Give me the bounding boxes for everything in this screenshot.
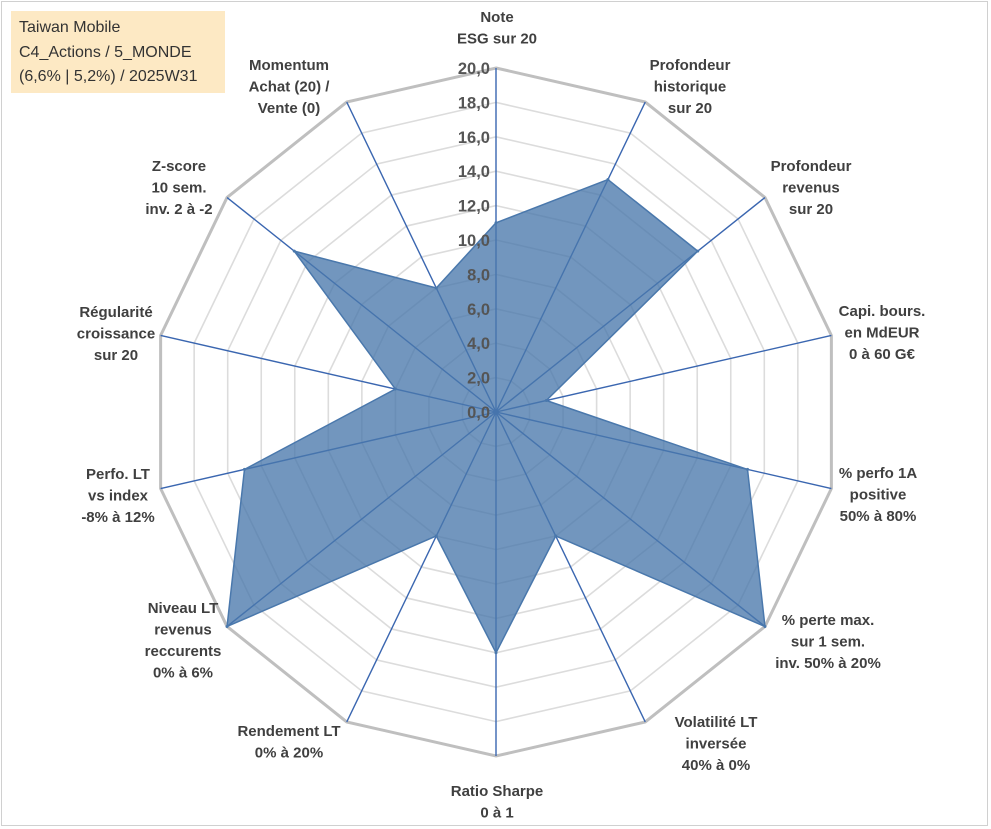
axis-label: Profondeur revenus sur 20 [771,158,852,218]
axis-label-line: sur 20 [789,201,833,218]
axis-label-line: historique [654,79,727,96]
data-point [225,624,229,628]
data-point [494,221,498,225]
axis-label-line: Profondeur [650,57,731,74]
axis-label: Niveau LT revenus reccurents 0% à 6% [145,600,222,682]
axis-label: Momentum Achat (20) / Vente (0) [249,57,331,117]
axis-label-line: Achat (20) / [249,79,331,96]
axis-label-line: sur 20 [668,100,712,117]
axis-label-line: Capi. bours. [839,303,926,320]
data-point [434,534,438,538]
data-point [494,651,498,655]
axis-label-line: 0 à 60 G€ [849,346,916,363]
company-name: Taiwan Mobile [19,19,121,36]
axis-label-line: sur 1 sem. [791,634,865,651]
axis-label-line: 0 à 1 [480,805,513,822]
axis-label: Régularité croissance sur 20 [77,304,155,364]
axis-label-line: positive [850,487,907,504]
axis-label-line: revenus [154,622,212,639]
axis-label-line: Note [480,9,513,26]
tick-label: 16,0 [458,129,490,147]
axis-label-line: % perfo 1A [839,465,918,482]
axis-label: Ratio Sharpe 0 à 1 [451,783,544,822]
data-point [763,624,767,628]
axis-label-line: vs index [88,488,149,505]
axis-label-line: croissance [77,326,155,343]
axis-label-line: 0% à 20% [255,745,323,762]
axis-label-line: 50% à 80% [840,508,917,525]
data-point [292,249,296,253]
axis-label-line: ESG sur 20 [457,31,537,48]
axis-label-line: revenus [782,180,840,197]
series-area [226,178,766,654]
axis-spoke [495,334,832,413]
tick-label: 18,0 [458,94,490,112]
radar-tick-labels: 0,0 2,0 4,0 6,0 8,0 10,0 12,0 14,0 16,0 18,0 20,0 [458,60,490,422]
axis-label-line: Volatilité LT [675,714,758,731]
axis-label-line: % perte max. [782,612,875,629]
data-point [746,467,750,471]
axis-label-line: Niveau LT [148,600,219,617]
axis-label-line: Z-score [152,158,206,175]
axis-label-line: Momentum [249,57,329,74]
axis-label: % perfo 1A positive 50% à 80% [839,465,918,525]
axis-label: Perfo. LT vs index -8% à 12% [81,466,154,526]
data-point [434,286,438,290]
axis-label-line: -8% à 12% [81,509,154,526]
tick-label: 8,0 [467,266,490,284]
radar-series [225,178,767,655]
radar-axis-labels: Note ESG sur 20 Profondeur historique sur 20… [77,9,926,822]
weights-and-week: (6,6% | 5,2%) / 2025W31 [19,68,198,85]
axis-label: Volatilité LT inversée 40% à 0% [675,714,758,774]
axis-label: Note ESG sur 20 [457,9,537,48]
data-point [554,534,558,538]
axis-label-line: 0% à 6% [153,665,213,682]
data-point [544,399,548,403]
axis-label-line: en MdEUR [845,325,920,342]
portfolio-category: C4_Actions / 5_MONDE [19,43,192,61]
tick-label: 4,0 [467,335,490,353]
axis-label-line: Ratio Sharpe [451,783,544,800]
axis-label-line: inversée [686,736,747,753]
data-point [393,387,397,391]
axis-label-line: Régularité [79,304,152,321]
axis-label: Z-score 10 sem. inv. 2 à -2 [145,158,212,218]
axis-label-line: Rendement LT [237,723,340,740]
axis-label-line: sur 20 [94,347,138,364]
axis-label-line: Perfo. LT [86,466,150,483]
axis-label-line: inv. 50% à 20% [775,655,881,672]
axis-label: Profondeur historique sur 20 [650,57,731,117]
axis-label-line: 40% à 0% [682,757,750,774]
tick-label: 2,0 [467,370,490,388]
axis-label: Rendement LT 0% à 20% [237,723,340,762]
tick-label: 6,0 [467,301,490,319]
axis-label-line: Profondeur [771,158,852,175]
tick-label: 12,0 [458,198,490,216]
axis-label-line: inv. 2 à -2 [145,201,212,218]
tick-label: 20,0 [458,60,490,78]
axis-label: % perte max. sur 1 sem. inv. 50% à 20% [775,612,881,672]
tick-label: 0,0 [467,404,490,422]
data-point [606,178,610,182]
data-point [696,249,700,253]
data-point [242,467,246,471]
axis-label: Capi. bours. en MdEUR 0 à 60 G€ [839,303,926,363]
axis-label-line: Vente (0) [258,100,321,117]
info-box: Taiwan Mobile C4_Actions / 5_MONDE (6,6%… [11,11,225,93]
axis-label-line: 10 sem. [151,180,206,197]
axis-label-line: reccurents [145,643,222,660]
tick-label: 10,0 [458,232,490,250]
tick-label: 14,0 [458,163,490,181]
